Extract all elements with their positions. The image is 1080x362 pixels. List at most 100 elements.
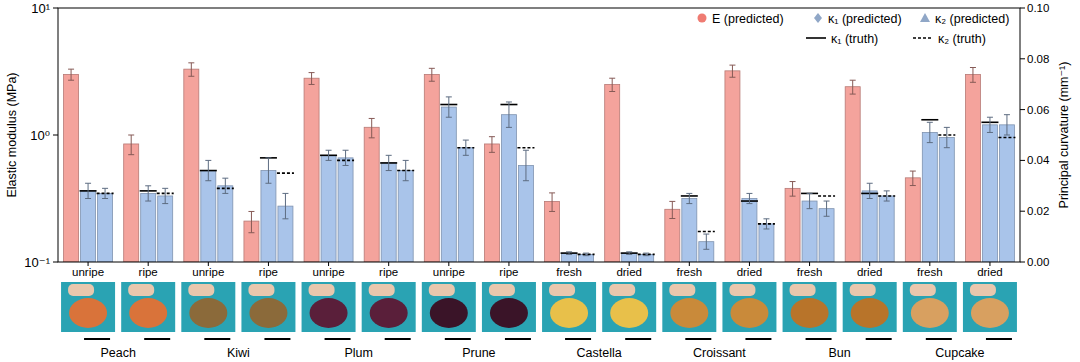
bar bbox=[999, 125, 1014, 262]
error-cap bbox=[729, 65, 735, 66]
error-cap bbox=[609, 78, 615, 79]
error-cap bbox=[463, 140, 469, 141]
error-cap bbox=[746, 193, 752, 194]
error-cap bbox=[162, 188, 168, 189]
error-stem bbox=[431, 68, 432, 81]
error-bar bbox=[850, 80, 856, 94]
photo bbox=[121, 282, 175, 332]
photo bbox=[722, 282, 776, 332]
error-cap bbox=[128, 135, 134, 136]
y2-tick bbox=[1020, 58, 1025, 59]
error-stem bbox=[732, 65, 733, 77]
bar bbox=[81, 191, 96, 262]
legend-label: κ₂ (truth) bbox=[938, 32, 986, 46]
group-label: Kiwi bbox=[227, 346, 250, 360]
error-stem bbox=[886, 191, 887, 201]
error-cap bbox=[463, 155, 469, 156]
bar bbox=[441, 107, 456, 262]
bar bbox=[682, 199, 697, 263]
legend-marker bbox=[814, 13, 822, 23]
error-cap bbox=[506, 127, 512, 128]
error-cap bbox=[910, 171, 916, 172]
photo-object bbox=[971, 298, 1009, 328]
bar bbox=[424, 74, 439, 262]
error-stem bbox=[388, 155, 389, 170]
error-bar bbox=[583, 253, 589, 256]
group-label: Peach bbox=[100, 346, 135, 360]
error-cap bbox=[643, 253, 649, 254]
photo-bg bbox=[422, 282, 476, 332]
error-bar bbox=[506, 102, 512, 127]
photo bbox=[843, 282, 897, 332]
photo bbox=[362, 282, 416, 332]
error-bar bbox=[686, 193, 692, 203]
error-stem bbox=[71, 69, 72, 80]
x-tick-label: dried bbox=[857, 266, 883, 278]
error-cap bbox=[145, 201, 151, 202]
error-stem bbox=[525, 150, 526, 180]
scale-bar bbox=[84, 338, 110, 340]
error-cap bbox=[403, 180, 409, 181]
error-cap bbox=[970, 67, 976, 68]
error-bar bbox=[609, 78, 615, 91]
error-bar bbox=[746, 193, 752, 203]
error-stem bbox=[852, 80, 853, 94]
y-tick-label: 10¹ bbox=[31, 1, 50, 16]
photo-bg bbox=[843, 282, 897, 332]
error-cap bbox=[763, 218, 769, 219]
error-cap bbox=[669, 218, 675, 219]
bar bbox=[605, 84, 620, 262]
bar bbox=[639, 254, 654, 262]
y-tick bbox=[53, 262, 58, 263]
error-cap bbox=[824, 216, 830, 217]
photo-bg bbox=[302, 282, 356, 332]
error-cap bbox=[583, 255, 589, 256]
legend-label: κ₁ (truth) bbox=[831, 32, 878, 46]
error-cap bbox=[205, 180, 211, 181]
photo-hand bbox=[549, 284, 575, 296]
y2-tick bbox=[1020, 8, 1025, 9]
x-tick-label: fresh bbox=[917, 266, 943, 278]
y-tick-label: 10⁰ bbox=[30, 128, 50, 143]
x-tick-label: dried bbox=[616, 266, 642, 278]
error-cap bbox=[489, 152, 495, 153]
photo-hand bbox=[429, 284, 455, 296]
error-stem bbox=[869, 183, 870, 198]
photo-hand bbox=[609, 284, 635, 296]
y2-tick bbox=[1020, 109, 1025, 110]
error-bar bbox=[128, 135, 134, 155]
bar bbox=[879, 196, 894, 262]
y-axis-label: Elastic modulus (MPa) bbox=[5, 72, 19, 197]
plot-frame bbox=[58, 8, 1020, 262]
error-stem bbox=[972, 68, 973, 83]
group-label: Cupcake bbox=[935, 346, 984, 360]
error-bar bbox=[343, 150, 349, 165]
error-stem bbox=[1006, 115, 1007, 135]
photo-hand bbox=[188, 284, 214, 296]
error-cap bbox=[566, 254, 572, 255]
error-cap bbox=[326, 150, 332, 151]
error-bar bbox=[489, 137, 495, 153]
photo-hand bbox=[248, 284, 274, 296]
truth-line bbox=[698, 231, 715, 233]
error-bar bbox=[369, 118, 375, 137]
y2-tick-label: 0.02 bbox=[1027, 205, 1049, 217]
bar bbox=[759, 224, 774, 262]
error-cap bbox=[566, 251, 572, 252]
error-cap bbox=[429, 68, 435, 69]
error-bar bbox=[282, 193, 288, 218]
group-label: Prune bbox=[462, 346, 495, 360]
error-cap bbox=[884, 201, 890, 202]
error-cap bbox=[523, 150, 529, 151]
error-bar bbox=[102, 188, 108, 198]
bar bbox=[965, 74, 980, 262]
x-tick-label: ripe bbox=[139, 266, 158, 278]
error-cap bbox=[686, 203, 692, 204]
scale-bar bbox=[926, 338, 952, 340]
error-cap bbox=[643, 255, 649, 256]
error-cap bbox=[944, 147, 950, 148]
scale-bar bbox=[565, 338, 591, 340]
y2-axis-label: Principal curvature (mm⁻¹) bbox=[1057, 62, 1071, 209]
photo-bg bbox=[903, 282, 957, 332]
error-stem bbox=[208, 160, 209, 180]
